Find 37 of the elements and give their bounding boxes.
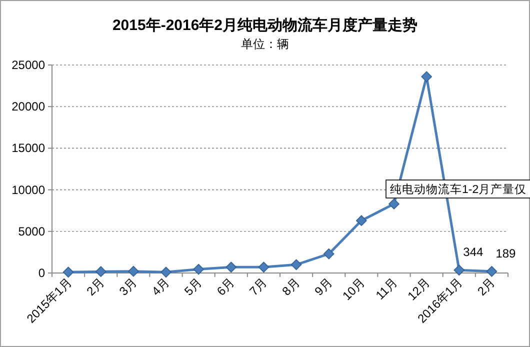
x-tick-label: 7月: [246, 275, 270, 298]
x-tick-label: 2月: [84, 275, 107, 298]
x-tick-label: 2月: [474, 275, 498, 298]
y-tick-label: 10000: [12, 182, 46, 197]
point: [421, 71, 432, 82]
y-tick-label: 20000: [12, 100, 46, 114]
point: [95, 266, 106, 277]
point: [454, 264, 465, 276]
point: [290, 259, 302, 270]
x-tick-label: 11月: [372, 275, 400, 302]
y-tick-label: 15000: [12, 141, 46, 156]
x-tick-label: 3月: [116, 275, 140, 298]
point: [226, 262, 237, 273]
x-tick-label: 5月: [182, 275, 205, 298]
point: [486, 266, 498, 277]
point: [128, 266, 139, 277]
point: [258, 262, 270, 273]
chart-title: 2015年-2016年2月纯电动物流车月度产量走势: [112, 16, 418, 34]
x-tick-label: 8月: [279, 275, 302, 298]
chart-subtitle: 单位：辆: [241, 37, 289, 51]
y-tick-label: 5000: [18, 224, 46, 238]
data-label: 344: [463, 245, 484, 260]
annotation: 纯电动物流车1-2月产量仅: [390, 182, 527, 196]
x-tick-label: 12月: [404, 275, 433, 304]
point: [356, 215, 367, 226]
x-tick-label: 4月: [149, 275, 172, 298]
y-tick-label: 25000: [12, 58, 46, 72]
data-label: 189: [496, 246, 516, 260]
point: [193, 264, 204, 275]
x-tick-label: 6月: [214, 275, 238, 298]
point: [323, 248, 334, 260]
point: [160, 266, 172, 278]
point: [388, 198, 400, 210]
x-tick-label: 10月: [340, 275, 368, 304]
point: [62, 266, 74, 278]
x-tick-label: 9月: [312, 275, 335, 298]
y-tick-label: 0: [38, 266, 46, 280]
